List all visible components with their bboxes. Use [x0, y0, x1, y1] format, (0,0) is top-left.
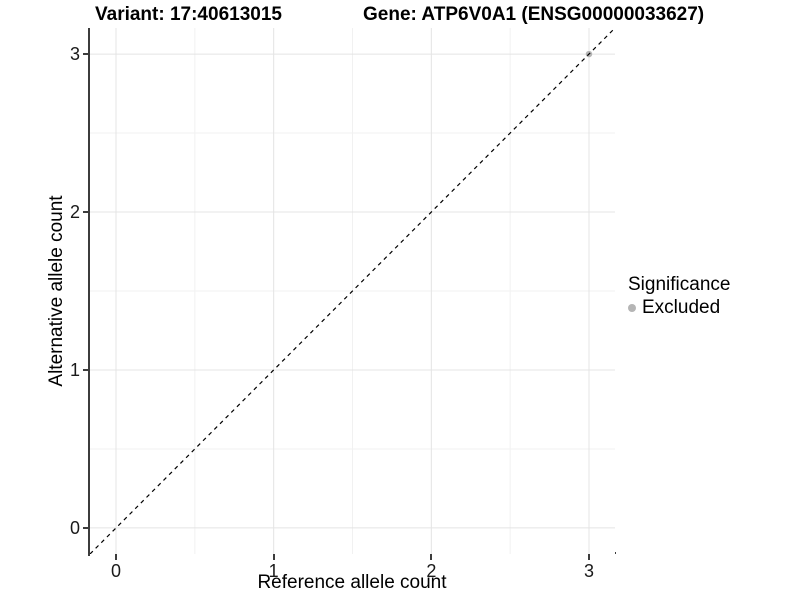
gene-title: Gene: ATP6V0A1 (ENSG00000033627)	[363, 4, 705, 25]
y-axis-line	[88, 28, 90, 556]
x-tick-mark	[587, 554, 590, 560]
x-axis-title: Reference allele count	[257, 572, 447, 593]
x-tick-label: 2	[426, 561, 437, 581]
legend-item-excluded: Excluded	[628, 297, 730, 318]
y-tick-mark	[83, 368, 89, 371]
x-tick-mark	[115, 554, 117, 560]
variant-title: Variant: 17:40613015	[95, 4, 282, 25]
y-tick-mark	[83, 53, 89, 56]
plot-canvas	[90, 28, 615, 554]
x-tick-label: 1	[268, 561, 279, 581]
x-tick-mark	[430, 554, 433, 560]
y-tick-label: 0	[69, 517, 80, 538]
x-tick-label: 0	[110, 561, 121, 581]
y-tick-mark	[83, 211, 89, 214]
legend: Significance Excluded	[628, 274, 730, 318]
y-tick-label: 2	[69, 202, 80, 223]
legend-item-label: Excluded	[642, 297, 721, 318]
excluded-point-icon	[628, 303, 636, 312]
plot-panel	[90, 28, 615, 554]
y-tick-label: 3	[69, 44, 80, 65]
y-axis-title: Alternative allele count	[46, 195, 67, 387]
y-tick-label: 1	[69, 359, 80, 380]
x-tick-mark	[272, 554, 275, 560]
legend-title: Significance	[628, 274, 731, 295]
y-tick-mark	[83, 526, 89, 529]
identity-reference-line	[90, 28, 615, 554]
x-tick-label: 3	[583, 561, 594, 581]
